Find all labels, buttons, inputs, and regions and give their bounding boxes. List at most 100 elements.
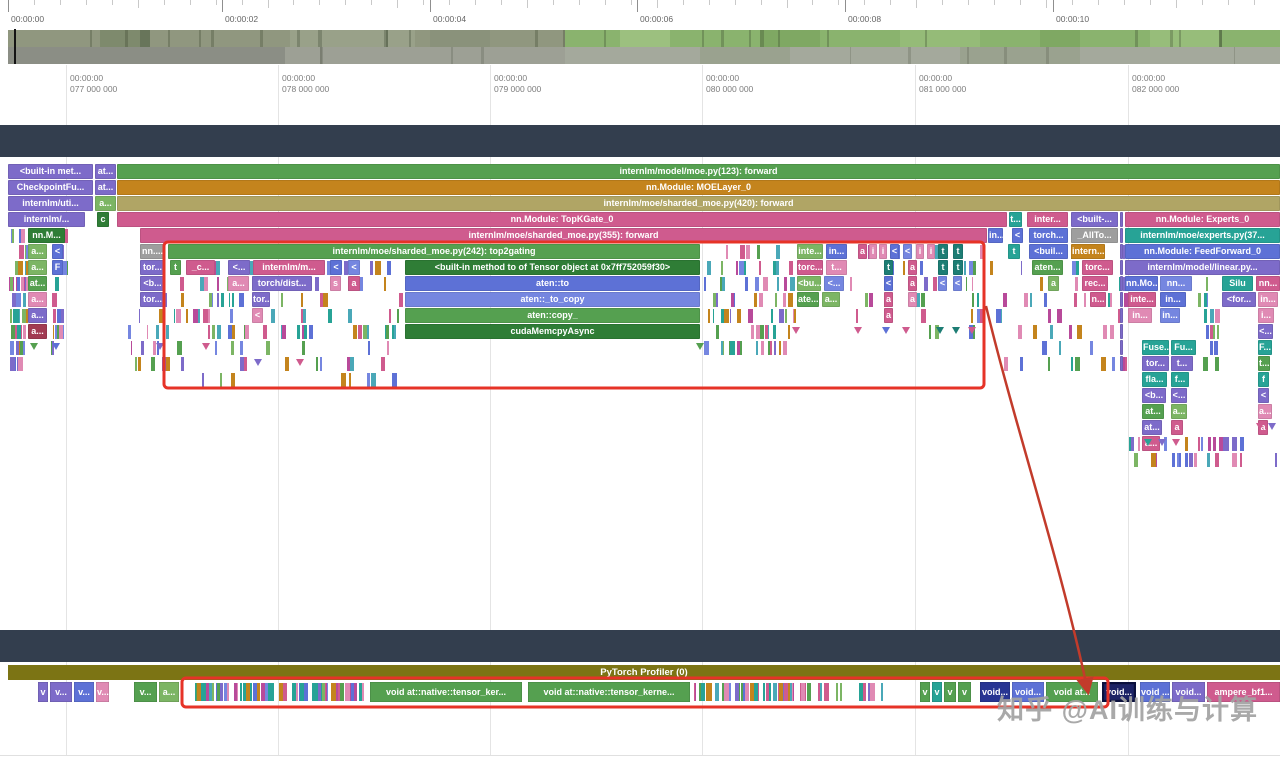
trace-span[interactable]: cudaMemcpyAsync	[405, 324, 700, 339]
trace-span-micro[interactable]	[903, 261, 906, 275]
kernel-span-micro[interactable]	[271, 683, 274, 701]
trace-span-micro[interactable]	[1232, 453, 1237, 467]
trace-span-micro[interactable]	[173, 309, 176, 323]
trace-span[interactable]: a	[1048, 276, 1059, 291]
trace-span-micro[interactable]	[707, 309, 710, 323]
trace-span[interactable]: internlm/moe/experts.py(37...	[1125, 228, 1280, 243]
trace-span-micro[interactable]	[180, 277, 184, 291]
trace-span-micro[interactable]	[347, 309, 352, 323]
trace-span[interactable]	[1120, 228, 1123, 243]
trace-span-micro[interactable]	[10, 229, 13, 243]
trace-span[interactable]: aten::copy_	[405, 308, 700, 323]
trace-span[interactable]: _c...	[186, 260, 215, 275]
trace-span[interactable]: CheckpointFu...	[8, 180, 93, 195]
trace-span[interactable]	[1120, 308, 1123, 323]
trace-span-micro[interactable]	[793, 309, 796, 323]
trace-span[interactable]: a	[348, 276, 360, 291]
trace-span-micro[interactable]	[855, 309, 859, 323]
trace-span[interactable]: t...	[1009, 212, 1022, 227]
trace-span[interactable]: aten...	[1032, 260, 1063, 275]
trace-span[interactable]: i...	[1258, 308, 1274, 323]
trace-span-micro[interactable]	[219, 373, 222, 387]
kernel-span-micro[interactable]	[694, 683, 697, 701]
trace-span-micro[interactable]	[1130, 437, 1134, 451]
trace-span[interactable]: at...	[95, 164, 116, 179]
trace-span-micro[interactable]	[1203, 293, 1208, 307]
trace-span-micro[interactable]	[166, 325, 169, 339]
trace-span-micro[interactable]	[52, 309, 57, 323]
trace-span[interactable]: fla...	[1142, 372, 1167, 387]
trace-span-micro[interactable]	[54, 277, 60, 291]
kernel-span-micro[interactable]	[785, 683, 788, 701]
trace-span[interactable]: <	[884, 276, 893, 291]
kernel-span-micro[interactable]	[285, 683, 288, 701]
trace-span-micro[interactable]	[720, 309, 724, 323]
trace-span-micro[interactable]	[1068, 325, 1072, 339]
trace-span-micro[interactable]	[1004, 293, 1007, 307]
trace-span-micro[interactable]	[1029, 293, 1032, 307]
trace-span[interactable]: a	[1171, 420, 1183, 435]
trace-span[interactable]: <built-...	[1071, 212, 1118, 227]
trace-span[interactable]: F	[52, 260, 63, 275]
trace-span-micro[interactable]	[263, 325, 267, 339]
trace-span[interactable]: nn.Module: Experts_0	[1125, 212, 1280, 227]
trace-span-micro[interactable]	[704, 341, 709, 355]
trace-span-micro[interactable]	[350, 357, 355, 371]
trace-span-micro[interactable]	[56, 309, 62, 323]
trace-span-micro[interactable]	[1101, 357, 1106, 371]
trace-span-micro[interactable]	[1214, 453, 1219, 467]
trace-span-micro[interactable]	[713, 293, 717, 307]
trace-span-micro[interactable]	[1206, 293, 1209, 307]
trace-span-micro[interactable]	[23, 277, 26, 291]
trace-span-micro[interactable]	[153, 341, 157, 355]
trace-span[interactable]	[1120, 260, 1123, 275]
trace-span-micro[interactable]	[1179, 453, 1181, 467]
trace-span-micro[interactable]	[707, 261, 712, 275]
trace-span[interactable]: a...	[1171, 404, 1187, 419]
trace-span-micro[interactable]	[202, 309, 208, 323]
kernel-span-micro[interactable]	[318, 683, 321, 701]
trace-span[interactable]: aten::_to_copy	[405, 292, 700, 307]
trace-span[interactable]: <b...	[1142, 388, 1166, 403]
trace-span-micro[interactable]	[239, 293, 245, 307]
trace-span-micro[interactable]	[1176, 453, 1182, 467]
trace-span-micro[interactable]	[736, 261, 739, 275]
trace-span[interactable]: <...	[228, 260, 250, 275]
trace-span[interactable]: a	[884, 308, 893, 323]
trace-span[interactable]: <	[1258, 388, 1269, 403]
trace-span-micro[interactable]	[60, 309, 64, 323]
trace-span[interactable]	[1120, 324, 1123, 339]
trace-span-micro[interactable]	[11, 293, 16, 307]
trace-span-micro[interactable]	[281, 325, 286, 339]
trace-span-micro[interactable]	[923, 277, 928, 291]
trace-span-micro[interactable]	[783, 293, 787, 307]
trace-span-micro[interactable]	[730, 341, 736, 355]
trace-span-micro[interactable]	[971, 277, 974, 291]
trace-span[interactable]: ate...	[797, 292, 819, 307]
trace-span-micro[interactable]	[1203, 357, 1208, 371]
trace-span[interactable]: torc...	[1082, 260, 1113, 275]
kernel-span-micro[interactable]	[700, 683, 706, 701]
trace-span[interactable]: <	[890, 244, 899, 259]
kernel-span-micro[interactable]	[322, 683, 326, 701]
trace-span[interactable]: Fu...	[1171, 340, 1196, 355]
trace-span[interactable]: t...	[826, 260, 847, 275]
trace-span-micro[interactable]	[228, 325, 233, 339]
trace-span-micro[interactable]	[243, 357, 247, 371]
trace-span[interactable]	[1120, 244, 1123, 259]
trace-span-micro[interactable]	[1201, 437, 1204, 451]
kernel-span-micro[interactable]	[245, 683, 248, 701]
trace-span[interactable]: n...	[1090, 292, 1106, 307]
trace-span-micro[interactable]	[1134, 453, 1139, 467]
trace-span[interactable]: <built-in method to of Tensor object at …	[405, 260, 700, 275]
trace-span-micro[interactable]	[1039, 277, 1043, 291]
trace-span[interactable]: inte...	[797, 244, 823, 259]
trace-span-micro[interactable]	[25, 277, 29, 291]
trace-span-micro[interactable]	[265, 341, 271, 355]
trace-span-micro[interactable]	[10, 309, 12, 323]
trace-span[interactable]: t	[953, 244, 963, 259]
trace-span-micro[interactable]	[963, 261, 966, 275]
trace-span[interactable]: torc...	[797, 260, 823, 275]
trace-span-micro[interactable]	[1121, 357, 1126, 371]
trace-span-micro[interactable]	[23, 325, 27, 339]
